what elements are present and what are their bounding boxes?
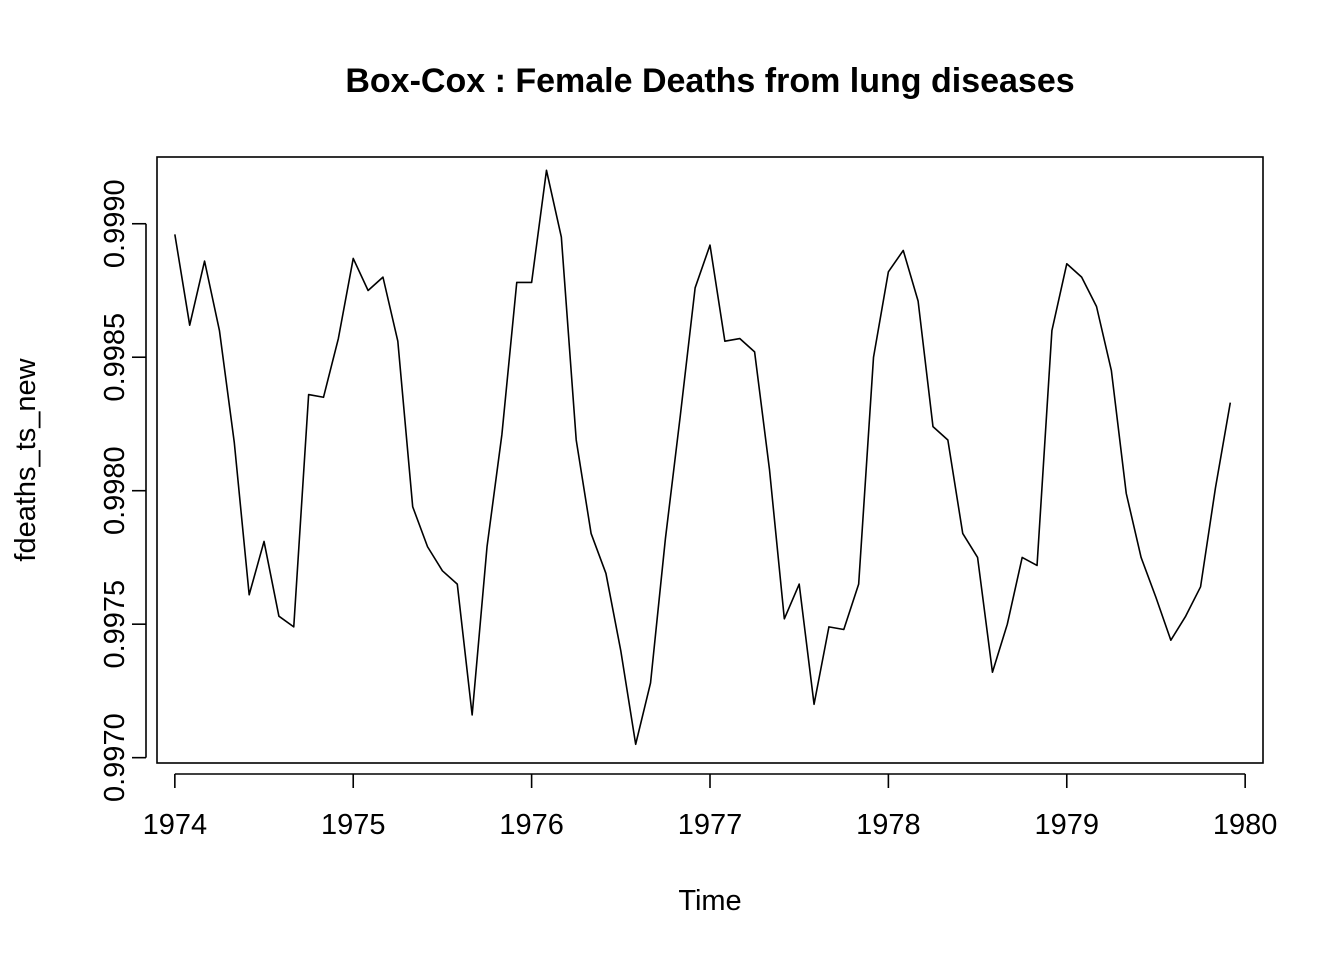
- x-tick-label: 1976: [499, 809, 564, 841]
- series-layer: [174, 169, 1232, 746]
- x-tick-label: 1979: [1035, 809, 1100, 841]
- y-axis-label: fdeaths_ts_new: [10, 357, 42, 561]
- y-tick-label: 0.9980: [99, 446, 131, 535]
- chart-title: Box-Cox : Female Deaths from lung diseas…: [345, 62, 1074, 100]
- x-tick-label: 1980: [1213, 809, 1278, 841]
- plot-frame: [156, 156, 1264, 764]
- x-tick-label: 1978: [856, 809, 921, 841]
- y-tick-label: 0.9970: [99, 713, 131, 802]
- y-tick-label: 0.9985: [99, 313, 131, 402]
- x-tick-label: 1975: [321, 809, 386, 841]
- y-tick-label: 0.9975: [99, 580, 131, 669]
- y-axis: 0.9970 0.9975 0.9980 0.9985 0.9990: [99, 179, 147, 802]
- x-tick-label: 1977: [678, 809, 743, 841]
- y-tick-label: 0.9990: [99, 179, 131, 268]
- x-tick-label: 1974: [143, 809, 208, 841]
- x-axis: 1974 1975 1976 1977 1978 1979 1980: [143, 773, 1278, 841]
- series-line: [174, 169, 1232, 746]
- x-axis-label: Time: [678, 885, 741, 917]
